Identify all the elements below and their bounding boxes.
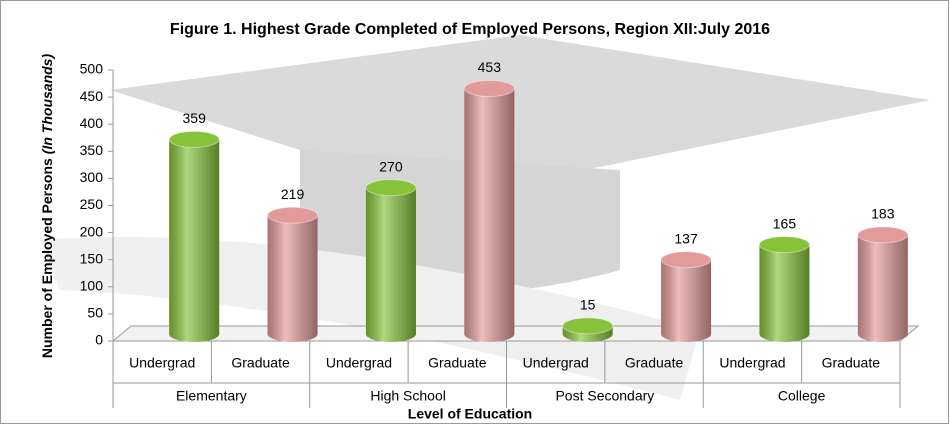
bar-group [464, 80, 514, 342]
x-tick-label: Undergrad [523, 355, 589, 371]
bar-shade [169, 139, 219, 334]
group-label: Post Secondary [555, 388, 654, 404]
bar-shade [661, 260, 711, 334]
data-label: 183 [871, 206, 895, 222]
group-label: College [778, 388, 826, 404]
data-label: 137 [674, 230, 698, 246]
y-tick-label: 50 [87, 305, 103, 321]
x-tick-label: Graduate [231, 355, 290, 371]
y-tick-label: 450 [80, 88, 104, 104]
x-tick-label: Undergrad [129, 355, 195, 371]
bar-shade [268, 215, 318, 334]
bar-top [858, 227, 908, 243]
bar-group [661, 252, 711, 342]
bar-shade [464, 88, 514, 334]
data-label: 453 [478, 59, 502, 75]
y-tick-label: 100 [80, 278, 104, 294]
x-tick-label: Graduate [428, 355, 487, 371]
bar-group [563, 318, 613, 342]
bar-group [169, 131, 219, 342]
x-tick-label: Undergrad [326, 355, 392, 371]
x-tick-label: Graduate [822, 355, 881, 371]
y-axis-title-unit: (In Thousands) [39, 54, 55, 155]
x-tick-label: Graduate [625, 355, 684, 371]
bar-group [366, 180, 416, 342]
y-tick-label: 250 [80, 196, 104, 212]
group-label: Elementary [176, 388, 247, 404]
y-tick-label: 300 [80, 169, 104, 185]
data-label: 359 [183, 110, 207, 126]
chart-title: Figure 1. Highest Grade Completed of Emp… [170, 21, 770, 38]
bar-group [759, 237, 809, 342]
y-tick-label: 200 [80, 223, 104, 239]
y-tick-label: 400 [80, 115, 104, 131]
group-label: High School [370, 388, 446, 404]
y-axis-title-main: Number of Employed Persons [39, 158, 55, 358]
bar-top [268, 207, 318, 223]
y-tick-label: 0 [95, 332, 103, 348]
bar-top [169, 131, 219, 147]
y-axis-title: Number of Employed Persons (In Thousands) [39, 54, 55, 359]
chart: Figure 1. Highest Grade Completed of Emp… [0, 0, 950, 425]
bar-top [661, 252, 711, 268]
x-axis-title: Level of Education [408, 406, 532, 422]
bar-group [858, 227, 908, 342]
bar-top [563, 318, 613, 334]
bar-shade [858, 235, 908, 334]
y-tick-label: 500 [80, 61, 104, 77]
data-label: 270 [379, 158, 403, 174]
bar-shade [759, 245, 809, 334]
bar-shade [366, 188, 416, 334]
y-tick-label: 350 [80, 142, 104, 158]
bar-top [464, 80, 514, 96]
data-label: 15 [580, 297, 596, 313]
bar-top [759, 237, 809, 253]
bar-top [366, 180, 416, 196]
y-tick-label: 150 [80, 250, 104, 266]
x-tick-label: Undergrad [719, 355, 785, 371]
bar-group [268, 207, 318, 342]
data-label: 219 [281, 186, 305, 202]
data-label: 165 [773, 215, 797, 231]
